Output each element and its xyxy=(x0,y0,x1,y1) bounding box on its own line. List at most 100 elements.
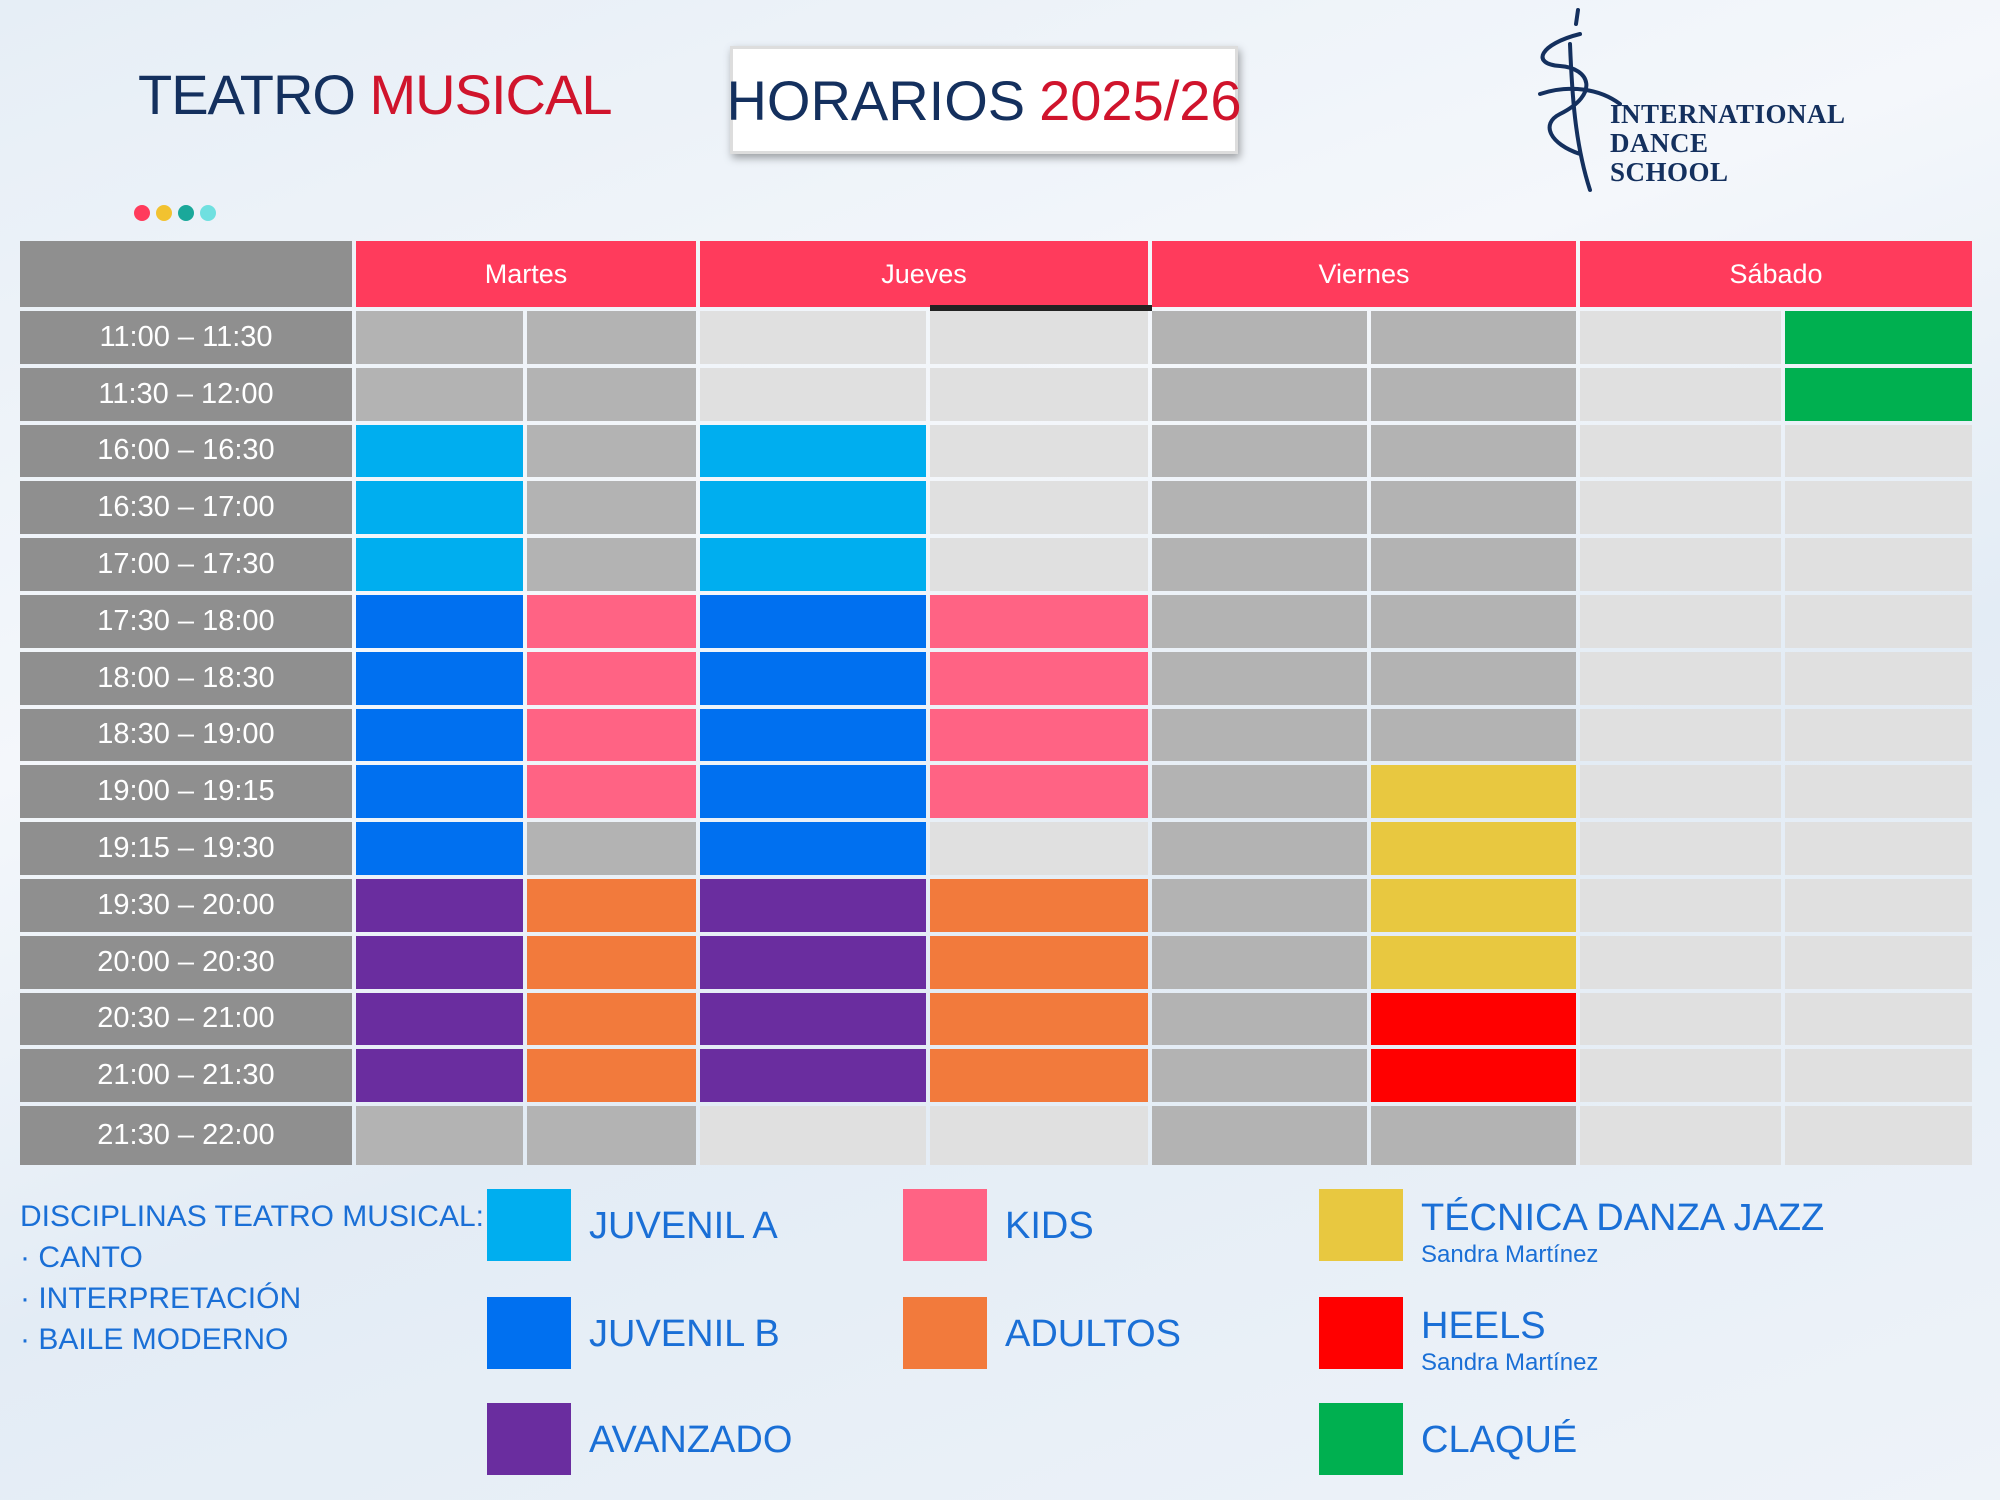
schedule-cell xyxy=(930,822,1148,875)
legend-label: JUVENIL A xyxy=(589,1205,778,1247)
disciplines: DISCIPLINAS TEATRO MUSICAL: · CANTO · IN… xyxy=(20,1196,484,1360)
day-header: Sábado xyxy=(1580,241,1972,307)
schedule-cell xyxy=(700,595,926,648)
schedule-cell xyxy=(1152,311,1367,364)
schedule-cell xyxy=(1371,481,1576,535)
legend-swatch xyxy=(1319,1297,1403,1369)
schedule-cell xyxy=(527,992,696,1046)
logo-text: INTERNATIONAL DANCE SCHOOL xyxy=(1610,100,1846,187)
schedule-cell xyxy=(1371,765,1576,819)
schedule-cell xyxy=(1785,708,1972,762)
schedule-cell xyxy=(930,424,1148,478)
schedule-cell xyxy=(1785,651,1972,705)
schedule-cell xyxy=(930,538,1148,591)
schedule-cell xyxy=(930,1049,1148,1103)
schedule-cell xyxy=(1580,367,1781,421)
schedule-cell xyxy=(930,765,1148,819)
schedule-cell xyxy=(1785,481,1972,535)
schedule-cell xyxy=(930,992,1148,1046)
schedule-cell xyxy=(1152,992,1367,1046)
time-slot: 20:30 – 21:00 xyxy=(20,992,352,1046)
legend-label: ADULTOS xyxy=(1005,1313,1181,1355)
schedule-title-box: HORARIOS 2025/26 xyxy=(726,46,1242,154)
schedule-cell xyxy=(527,367,696,421)
legend-teacher: Sandra Martínez xyxy=(1421,1241,1599,1268)
discipline-item: · CANTO xyxy=(20,1241,143,1274)
schedule-cell xyxy=(1371,1106,1576,1165)
schedule-cell xyxy=(356,822,523,875)
schedule-cell xyxy=(1580,992,1781,1046)
logo-line: SCHOOL xyxy=(1610,157,1729,187)
schedule-cell xyxy=(1580,595,1781,648)
schedule-cell xyxy=(527,481,696,535)
schedule-cell xyxy=(700,879,926,932)
schedule-cell xyxy=(527,651,696,705)
schedule-cell xyxy=(1785,992,1972,1046)
schedule-cell xyxy=(1785,765,1972,819)
day-header: Viernes xyxy=(1152,241,1576,307)
schedule-cell xyxy=(930,708,1148,762)
legend-swatch xyxy=(1319,1189,1403,1261)
schedule-cell xyxy=(356,538,523,591)
schedule-cell xyxy=(1785,822,1972,875)
schedule-cell xyxy=(356,424,523,478)
time-slot: 19:15 – 19:30 xyxy=(20,822,352,875)
schedule-cell xyxy=(1152,481,1367,535)
schedule-cell xyxy=(1580,424,1781,478)
logo-mark xyxy=(1538,8,1622,192)
schedule-cell xyxy=(1371,822,1576,875)
schedule-cell xyxy=(1371,424,1576,478)
schedule-cell xyxy=(1152,1106,1367,1165)
schedule-cell xyxy=(1152,424,1367,478)
legend-label: JUVENIL B xyxy=(589,1313,780,1355)
schedule-cell xyxy=(1371,1049,1576,1103)
legend-swatch xyxy=(1319,1403,1403,1475)
schedule-cell xyxy=(930,595,1148,648)
schedule-cell xyxy=(700,424,926,478)
time-slot: 19:30 – 20:00 xyxy=(20,879,352,932)
schedule-cell xyxy=(1152,935,1367,989)
schedule-cell xyxy=(1785,595,1972,648)
schedule-cell xyxy=(356,1049,523,1103)
day-header: Martes xyxy=(356,241,696,307)
legend-teacher: Sandra Martínez xyxy=(1421,1349,1599,1376)
time-slot: 11:30 – 12:00 xyxy=(20,367,352,421)
schedule-cell xyxy=(1371,311,1576,364)
schedule-cell xyxy=(1580,311,1781,364)
schedule-cell xyxy=(527,708,696,762)
schedule-cell xyxy=(1152,765,1367,819)
schedule-cell xyxy=(1580,822,1781,875)
schedule-cell xyxy=(1580,1106,1781,1165)
legend-swatch xyxy=(903,1297,987,1369)
schedule-cell xyxy=(700,822,926,875)
schedule-cell xyxy=(527,595,696,648)
schedule-cell xyxy=(1152,595,1367,648)
schedule-cell xyxy=(356,708,523,762)
schedule-cell xyxy=(356,765,523,819)
schedule-cell xyxy=(930,1106,1148,1165)
schedule-cell xyxy=(356,935,523,989)
schedule-cell xyxy=(700,538,926,591)
schedule-cell xyxy=(700,708,926,762)
schedule-cell xyxy=(527,538,696,591)
logo-line: INTERNATIONAL xyxy=(1610,99,1846,129)
schedule-cell xyxy=(1580,935,1781,989)
legend-label: AVANZADO xyxy=(589,1419,793,1461)
time-slot: 16:30 – 17:00 xyxy=(20,481,352,535)
logo-line: DANCE xyxy=(1610,128,1709,158)
schedule-cell xyxy=(700,1106,926,1165)
schedule-cell xyxy=(930,879,1148,932)
time-slot: 21:30 – 22:00 xyxy=(20,1106,352,1165)
header-corner xyxy=(20,241,352,307)
schedule-title-part: 2025/26 xyxy=(1039,68,1242,132)
schedule-cell xyxy=(1580,538,1781,591)
legend-label: KIDS xyxy=(1005,1205,1094,1247)
time-slot: 17:30 – 18:00 xyxy=(20,595,352,648)
schedule-cell xyxy=(527,879,696,932)
schedule-cell xyxy=(1371,595,1576,648)
schedule-cell xyxy=(1580,481,1781,535)
schedule-cell xyxy=(1785,538,1972,591)
schedule-cell xyxy=(700,651,926,705)
legend-swatch xyxy=(903,1189,987,1261)
schedule-cell xyxy=(356,367,523,421)
